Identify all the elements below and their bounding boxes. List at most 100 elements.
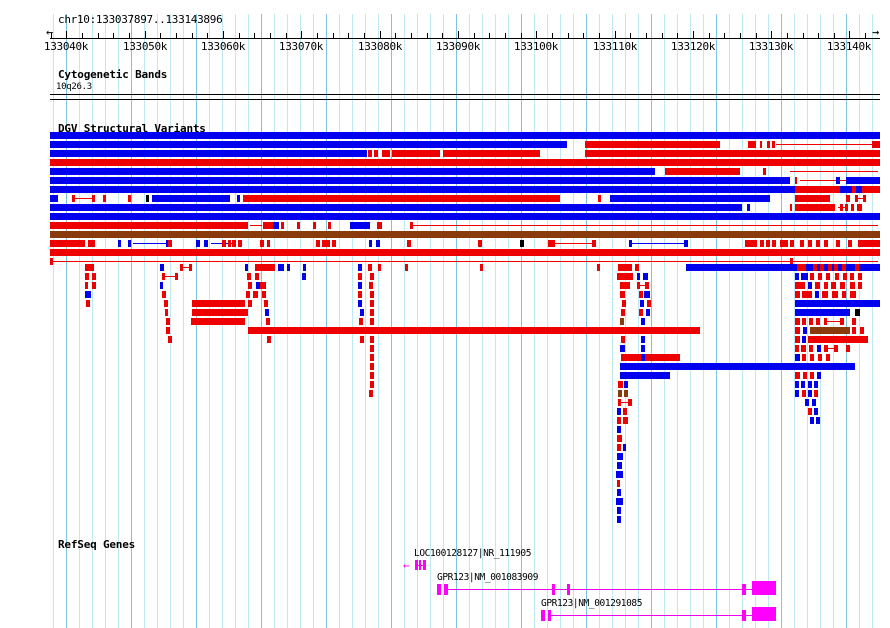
dgv-variant-block[interactable] — [818, 273, 822, 280]
dgv-variant-block[interactable] — [281, 222, 284, 229]
dgv-variant-block[interactable] — [835, 273, 839, 280]
dgv-variant-block[interactable] — [255, 273, 259, 280]
dgv-variant-block[interactable] — [767, 141, 770, 148]
dgv-variant-block[interactable] — [392, 150, 440, 157]
dgv-variant-block[interactable] — [855, 264, 859, 271]
dgv-variant-block[interactable] — [803, 372, 807, 379]
dgv-variant-block[interactable] — [628, 399, 632, 406]
dgv-variant-block[interactable] — [50, 132, 880, 139]
dgv-variant-block[interactable] — [166, 327, 170, 334]
dgv-variant-block[interactable] — [824, 240, 828, 247]
dgv-variant-block[interactable] — [85, 282, 88, 289]
dgv-variant-block[interactable] — [684, 240, 688, 247]
dgv-variant-block[interactable] — [637, 282, 640, 289]
dgv-variant-block[interactable] — [370, 381, 374, 388]
dgv-variant-block[interactable] — [192, 300, 245, 307]
dgv-variant-block[interactable] — [622, 300, 626, 307]
dgv-variant-block[interactable] — [617, 444, 621, 451]
dgv-variant-block[interactable] — [850, 291, 856, 298]
dgv-variant-block[interactable] — [817, 345, 821, 352]
dgv-variant-connector[interactable] — [824, 321, 844, 322]
dgv-variant-connector[interactable] — [53, 261, 878, 262]
dgv-variant-block[interactable] — [848, 240, 852, 247]
dgv-variant-block[interactable] — [146, 195, 149, 202]
dgv-variant-block[interactable] — [800, 240, 804, 247]
dgv-variant-block[interactable] — [266, 318, 270, 325]
dgv-variant-block[interactable] — [369, 240, 372, 247]
dgv-variant-block[interactable] — [816, 417, 820, 424]
dgv-variant-block[interactable] — [795, 372, 800, 379]
dgv-variant-block[interactable] — [620, 291, 625, 298]
dgv-variant-block[interactable] — [358, 273, 362, 280]
dgv-variant-block[interactable] — [810, 354, 814, 361]
dgv-variant-block[interactable] — [302, 273, 306, 280]
dgv-variant-block[interactable] — [665, 168, 740, 175]
dgv-variant-block[interactable] — [814, 390, 818, 397]
dgv-variant-block[interactable] — [790, 240, 794, 247]
dgv-variant-block[interactable] — [50, 258, 53, 265]
gene-exon[interactable] — [415, 560, 418, 570]
gene-exon[interactable] — [444, 584, 448, 595]
gene-exon[interactable] — [752, 607, 776, 621]
dgv-variant-block[interactable] — [644, 291, 650, 298]
dgv-variant-block[interactable] — [860, 327, 864, 334]
dgv-variant-block[interactable] — [370, 300, 374, 307]
dgv-variant-block[interactable] — [192, 309, 248, 316]
dgv-variant-block[interactable] — [265, 309, 269, 316]
dgv-variant-block[interactable] — [128, 195, 131, 202]
dgv-variant-block[interactable] — [92, 273, 96, 280]
gene-exon[interactable] — [742, 584, 746, 595]
dgv-variant-block[interactable] — [50, 177, 790, 184]
dgv-variant-block[interactable] — [265, 327, 269, 334]
dgv-variant-block[interactable] — [803, 327, 807, 334]
dgv-variant-block[interactable] — [191, 318, 245, 325]
gene-exon[interactable] — [567, 584, 570, 595]
dgv-variant-block[interactable] — [808, 408, 812, 415]
dgv-variant-block[interactable] — [620, 318, 624, 325]
dgv-variant-connector[interactable] — [618, 402, 632, 403]
dgv-variant-block[interactable] — [840, 318, 844, 325]
dgv-variant-block[interactable] — [795, 390, 799, 397]
dgv-variant-block[interactable] — [166, 318, 170, 325]
dgv-variant-block[interactable] — [248, 300, 252, 307]
dgv-variant-block[interactable] — [616, 471, 623, 478]
dgv-variant-block[interactable] — [598, 195, 601, 202]
dgv-variant-block[interactable] — [808, 381, 812, 388]
dgv-variant-block[interactable] — [263, 222, 273, 229]
dgv-variant-block[interactable] — [863, 195, 866, 202]
dgv-variant-block[interactable] — [747, 204, 750, 211]
dgv-variant-block[interactable] — [370, 363, 374, 370]
dgv-variant-block[interactable] — [370, 291, 374, 298]
dgv-variant-block[interactable] — [817, 372, 821, 379]
dgv-variant-block[interactable] — [846, 345, 850, 352]
dgv-variant-block[interactable] — [840, 282, 845, 289]
gene-label[interactable]: LOC100128127|NR_111905 — [414, 548, 532, 559]
dgv-variant-block[interactable] — [247, 273, 251, 280]
dgv-variant-block[interactable] — [85, 264, 88, 271]
dgv-variant-block[interactable] — [370, 318, 374, 325]
dgv-variant-block[interactable] — [358, 300, 362, 307]
dgv-variant-block[interactable] — [162, 291, 166, 298]
dgv-variant-block[interactable] — [760, 141, 762, 148]
dgv-variant-block[interactable] — [858, 282, 862, 289]
dgv-variant-block[interactable] — [808, 240, 812, 247]
dgv-variant-block[interactable] — [585, 141, 720, 148]
dgv-variant-block[interactable] — [260, 240, 264, 247]
dgv-variant-block[interactable] — [748, 141, 756, 148]
dgv-variant-block[interactable] — [238, 240, 242, 247]
dgv-variant-block[interactable] — [772, 240, 776, 247]
dgv-variant-block[interactable] — [845, 204, 848, 211]
dgv-variant-block[interactable] — [810, 372, 814, 379]
dgv-variant-block[interactable] — [370, 327, 374, 334]
dgv-variant-block[interactable] — [287, 264, 290, 271]
dgv-variant-block[interactable] — [852, 186, 856, 193]
dgv-variant-block[interactable] — [836, 177, 840, 184]
dgv-variant-block[interactable] — [639, 291, 643, 298]
dgv-variant-block[interactable] — [253, 291, 258, 298]
dgv-variant-block[interactable] — [162, 273, 165, 280]
dgv-variant-block[interactable] — [840, 204, 843, 211]
dgv-variant-block[interactable] — [297, 222, 300, 229]
dgv-variant-block[interactable] — [647, 300, 651, 307]
dgv-variant-block[interactable] — [824, 345, 828, 352]
dgv-variant-block[interactable] — [160, 282, 163, 289]
